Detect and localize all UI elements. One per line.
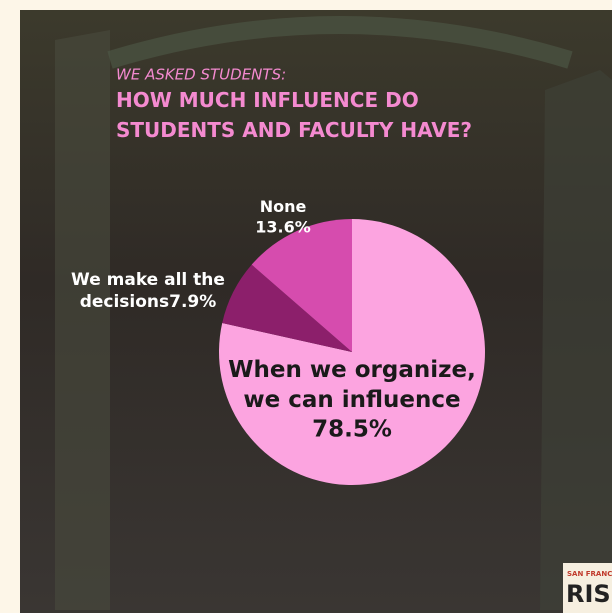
slice-value: 78.5% <box>312 416 392 442</box>
pie: When we organize, we can influence 78.5% We… <box>71 197 485 486</box>
title-line: STUDENTS AND FACULTY HAVE? <box>116 118 472 142</box>
slice-value: 7.9% <box>169 292 216 312</box>
subtitle: WE ASKED STUDENTS: <box>116 66 286 84</box>
logo-box <box>563 563 612 613</box>
slice-label: We make all the decisions <box>71 270 225 312</box>
slice-label: None <box>260 197 307 216</box>
title-line: HOW MUCH INFLUENCE DO <box>116 88 419 112</box>
label-line: we can influence <box>243 386 460 412</box>
pie-slice <box>222 264 352 352</box>
slice-label: When we organize, we can influence <box>228 357 476 413</box>
gate-pillar <box>55 30 110 610</box>
slice-value: 13.6% <box>255 217 311 236</box>
logo-main: RISING <box>566 580 612 608</box>
title: HOW MUCH INFLUENCE DO STUDENTS AND FACULT… <box>116 88 472 142</box>
logo: SAN FRANCISCO RISING <box>563 563 612 613</box>
label-line: We make all the <box>71 270 225 290</box>
logo-top: SAN FRANCISCO <box>567 570 612 578</box>
label-line: None <box>260 197 307 216</box>
gate-pillar <box>540 70 612 610</box>
label-line: decisions <box>80 292 169 312</box>
pie-slice <box>251 219 352 352</box>
label-line: When we organize, <box>228 357 476 383</box>
gate-arch <box>107 16 573 69</box>
